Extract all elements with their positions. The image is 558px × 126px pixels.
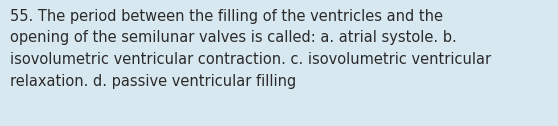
Text: 55. The period between the filling of the ventricles and the
opening of the semi: 55. The period between the filling of th… (10, 9, 491, 89)
